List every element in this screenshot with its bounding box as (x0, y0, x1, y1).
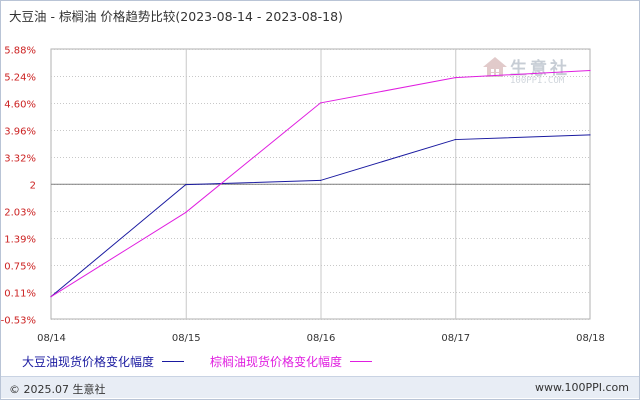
x-tick-label: 08/16 (307, 333, 336, 344)
legend: 大豆油现货价格变化幅度 棕榈油现货价格变化幅度 (22, 351, 398, 371)
y-tick-label: -0.53% (1, 316, 36, 327)
y-tick-label: 2.03% (4, 208, 36, 219)
footer-bar: © 2025.07 生意社 www.100PPI.com (1, 376, 639, 398)
footer-copyright: © 2025.07 生意社 (9, 383, 106, 396)
y-tick-label: 3.32% (4, 154, 36, 165)
y-tick-label: 4.60% (4, 100, 36, 111)
y-tick-label: 0.11% (4, 289, 36, 300)
legend-label-palm: 棕榈油现货价格变化幅度 (210, 354, 343, 369)
legend-swatch-soybean (162, 360, 185, 362)
data-point (50, 296, 52, 298)
legend-swatch-palm (350, 360, 373, 362)
data-point (454, 77, 456, 79)
y-tick-label: 5.24% (4, 73, 36, 84)
y-tick-label: 1.39% (4, 235, 36, 246)
x-tick-label: 08/15 (172, 333, 201, 344)
y-tick-label: 3.96% (4, 127, 36, 138)
chart-title: 大豆油 - 棕榈油 价格趋势比较(2023-08-14 - 2023-08-18… (9, 9, 343, 24)
x-tick-label: 08/18 (576, 333, 605, 344)
data-point (454, 138, 456, 141)
x-tick-label: 08/17 (441, 333, 470, 344)
y-tick-label: 0.75% (4, 262, 36, 273)
x-tick-label: 08/14 (37, 333, 66, 344)
data-point (319, 179, 322, 182)
legend-item-palm: 棕榈油现货价格变化幅度 (210, 353, 373, 370)
data-point (319, 102, 322, 104)
legend-label-soybean: 大豆油现货价格变化幅度 (22, 354, 155, 369)
house-logo-icon (483, 57, 507, 77)
y-tick-label: 2 (30, 181, 36, 192)
legend-item-soybean: 大豆油现货价格变化幅度 (22, 353, 185, 370)
y-tick-label: 5.88% (4, 46, 36, 57)
data-point (589, 69, 591, 72)
data-point (589, 134, 591, 136)
watermark-url: 100PPI.COM (510, 76, 565, 86)
footer-site-link[interactable]: www.100PPI.com (535, 381, 629, 394)
data-point (185, 184, 187, 186)
data-point (185, 211, 187, 214)
